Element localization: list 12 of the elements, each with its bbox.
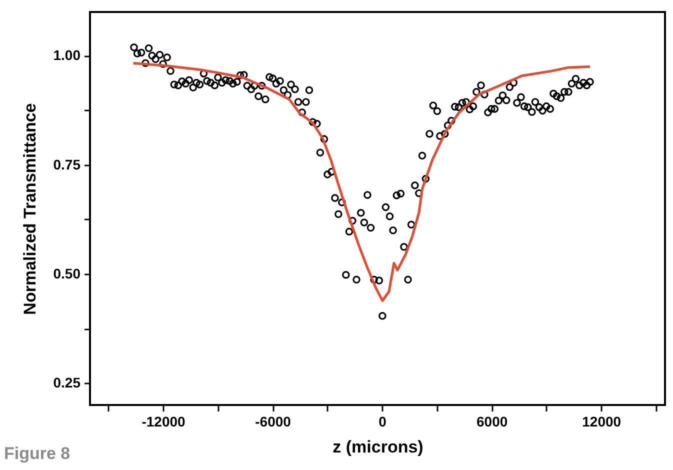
x-tick-label: 6000 [476, 414, 508, 430]
y-tick-label: 1.00 [53, 47, 81, 64]
y-tick-label: 0.25 [53, 374, 81, 391]
y-axis-title: Normalized Transmittance [20, 103, 40, 315]
x-tick-label: -6000 [255, 414, 292, 430]
y-tick-label: 0.50 [53, 266, 81, 282]
x-tick-label: 0 [378, 414, 387, 430]
y-tick-label: 0.75 [53, 156, 81, 172]
x-axis-title: z (microns) [332, 438, 424, 456]
x-tick-label: 12000 [582, 414, 622, 430]
caption: Figure 8 [4, 444, 70, 464]
x-tick-label: -12000 [142, 414, 186, 430]
